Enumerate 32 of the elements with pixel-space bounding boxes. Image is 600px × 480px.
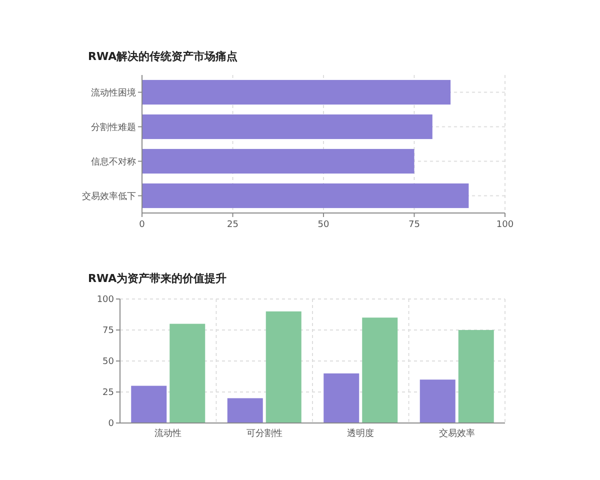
x-tick-label: 0 [139,220,146,230]
y-tick-label: 100 [96,295,114,305]
x-tick-label: 100 [496,220,514,230]
x-tick-label: 50 [318,220,330,230]
x-tick-label: 透明度 [347,428,374,439]
bar [142,148,414,174]
x-tick-label: 可分割性 [246,428,282,439]
bar [131,386,167,423]
y-tick-label: 50 [102,357,114,367]
y-tick-label: 交易效率低下 [82,190,136,202]
x-tick-label: 流动性 [154,428,182,439]
y-tick-label: 0 [108,419,114,429]
chart-title: RWA为资产带来的价值提升 [88,272,227,285]
bar [362,318,398,423]
bar [142,80,451,105]
y-tick-label: 流动性困境 [91,87,136,98]
bar [142,183,469,208]
bar [420,380,456,423]
bar [458,330,494,423]
bar [266,311,302,423]
x-tick-label: 25 [227,220,238,230]
y-tick-label: 25 [102,388,114,398]
chart-title: RWA解决的传统资产市场痛点 [88,50,238,63]
bar [324,373,360,423]
y-tick-label: 75 [102,326,114,336]
x-tick-label: 75 [408,220,420,230]
y-tick-label: 分割性难题 [91,122,136,133]
x-tick-label: 交易效率 [438,428,475,439]
bar [170,324,206,423]
y-tick-label: 信息不对称 [91,156,136,168]
bar [227,398,263,423]
bar [142,114,432,140]
